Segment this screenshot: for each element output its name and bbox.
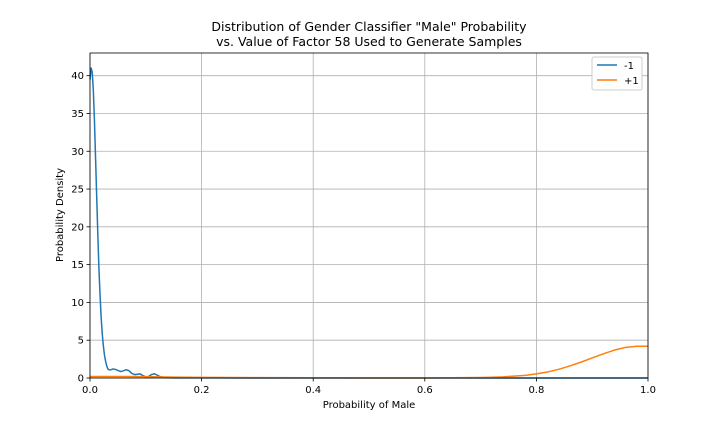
axes xyxy=(89,52,649,379)
legend-label-series-1: -1 xyxy=(624,61,634,72)
legend: -1 +1 xyxy=(591,56,643,91)
y-tick-label-6: 30 xyxy=(71,147,84,158)
y-tick-label-5: 25 xyxy=(71,185,84,196)
chart-title-line-2: vs. Value of Factor 58 Used to Generate … xyxy=(216,34,522,49)
series-lines xyxy=(89,67,648,379)
x-tick-label-3: 0.6 xyxy=(417,385,433,396)
grid xyxy=(89,53,649,379)
chart-title-line-1: Distribution of Gender Classifier "Male"… xyxy=(211,19,527,34)
legend-label-series-2: +1 xyxy=(624,76,639,87)
y-tick-label-1: 5 xyxy=(78,336,84,347)
y-axis-label: Probability Density xyxy=(55,168,66,262)
y-tick-label-0: 0 xyxy=(78,374,84,385)
y-tick-label-2: 10 xyxy=(71,298,84,309)
y-tick-label-8: 40 xyxy=(71,71,84,82)
y-tick-label-4: 20 xyxy=(71,222,84,233)
y-tick-label-7: 35 xyxy=(71,109,84,120)
x-tick-label-1: 0.2 xyxy=(194,385,210,396)
y-tick-label-3: 15 xyxy=(71,260,84,271)
x-tick-label-5: 1.0 xyxy=(640,385,656,396)
x-tick-label-2: 0.4 xyxy=(305,385,321,396)
x-tick-label-4: 0.8 xyxy=(528,385,544,396)
plot-frame xyxy=(89,52,649,379)
x-tick-label-0: 0.0 xyxy=(82,385,98,396)
x-axis-label: Probability of Male xyxy=(323,400,416,411)
series-line-2 xyxy=(90,345,648,379)
ticks: 0.0 0.2 0.4 0.6 0.8 1.0 0 5 10 15 20 25 30 35 40 xyxy=(71,71,656,396)
